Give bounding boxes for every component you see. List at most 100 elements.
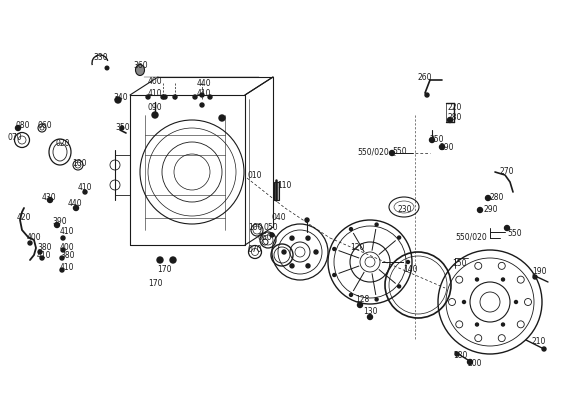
Circle shape — [501, 323, 504, 326]
Circle shape — [306, 236, 310, 240]
Circle shape — [349, 294, 353, 296]
Text: 080: 080 — [15, 120, 29, 130]
Text: 410: 410 — [60, 264, 75, 272]
Text: 430: 430 — [42, 192, 57, 202]
Text: 060: 060 — [37, 120, 52, 130]
Circle shape — [120, 126, 124, 130]
Circle shape — [28, 241, 32, 245]
Circle shape — [163, 95, 167, 99]
Text: 070: 070 — [8, 134, 23, 142]
Text: 550: 550 — [392, 148, 406, 156]
Text: 010: 010 — [248, 170, 263, 180]
Circle shape — [486, 196, 491, 200]
Circle shape — [270, 233, 274, 237]
Circle shape — [504, 226, 509, 230]
Text: 020: 020 — [55, 138, 70, 148]
Circle shape — [306, 264, 310, 268]
Circle shape — [48, 198, 53, 202]
Circle shape — [290, 264, 294, 268]
Text: 390: 390 — [52, 218, 67, 226]
Circle shape — [15, 126, 20, 130]
Circle shape — [425, 93, 429, 97]
Text: 400: 400 — [27, 232, 42, 242]
Text: 260: 260 — [418, 74, 432, 82]
Circle shape — [406, 260, 409, 264]
Circle shape — [105, 66, 109, 70]
Circle shape — [375, 223, 378, 226]
Text: 440: 440 — [68, 198, 83, 208]
Text: 280: 280 — [447, 114, 461, 122]
Text: 330: 330 — [93, 52, 108, 62]
Circle shape — [448, 118, 452, 122]
Text: 270: 270 — [500, 168, 514, 176]
Circle shape — [358, 302, 362, 308]
Text: 410: 410 — [78, 184, 92, 192]
Text: 380: 380 — [60, 250, 75, 260]
Text: 410: 410 — [148, 88, 162, 98]
Circle shape — [61, 248, 65, 252]
Text: 200: 200 — [468, 358, 482, 368]
Circle shape — [397, 236, 401, 239]
Circle shape — [83, 190, 87, 194]
Text: 400: 400 — [148, 78, 162, 86]
Circle shape — [40, 256, 44, 260]
Text: 170: 170 — [148, 278, 162, 288]
Circle shape — [333, 274, 336, 276]
Circle shape — [60, 256, 64, 260]
Text: 550: 550 — [507, 228, 522, 238]
Circle shape — [440, 144, 444, 150]
Text: 060: 060 — [258, 234, 273, 242]
Text: 040: 040 — [272, 214, 286, 222]
Bar — [274, 182, 279, 200]
Circle shape — [375, 298, 378, 301]
Text: 250: 250 — [430, 136, 444, 144]
Circle shape — [475, 323, 478, 326]
Ellipse shape — [135, 64, 144, 76]
Text: 410: 410 — [37, 250, 52, 260]
Text: 100: 100 — [248, 224, 263, 232]
Circle shape — [61, 236, 65, 240]
Text: 150: 150 — [452, 258, 466, 268]
Text: 120: 120 — [350, 244, 365, 252]
Circle shape — [397, 285, 401, 288]
Circle shape — [282, 250, 286, 254]
Circle shape — [157, 257, 163, 263]
Text: 410: 410 — [60, 228, 75, 236]
Text: 380: 380 — [37, 242, 52, 252]
Circle shape — [430, 138, 435, 142]
Circle shape — [314, 250, 318, 254]
Text: 220: 220 — [447, 102, 461, 112]
Text: 360: 360 — [133, 60, 148, 70]
Circle shape — [478, 208, 482, 212]
Circle shape — [219, 115, 225, 121]
Circle shape — [152, 112, 158, 118]
Text: 110: 110 — [277, 180, 291, 190]
Text: 050: 050 — [263, 224, 278, 232]
Text: 130: 130 — [363, 308, 378, 316]
Circle shape — [455, 352, 459, 356]
Text: 190: 190 — [532, 268, 547, 276]
Text: 550/020: 550/020 — [455, 232, 487, 242]
Circle shape — [533, 275, 537, 279]
Circle shape — [54, 222, 59, 228]
Circle shape — [514, 300, 517, 304]
Circle shape — [146, 95, 150, 99]
Text: 180: 180 — [453, 350, 468, 360]
Circle shape — [389, 150, 395, 156]
Text: 100: 100 — [72, 158, 87, 168]
Circle shape — [170, 257, 176, 263]
Text: 440: 440 — [197, 78, 212, 88]
Circle shape — [38, 250, 42, 254]
Circle shape — [542, 347, 546, 351]
Circle shape — [501, 278, 504, 281]
Circle shape — [193, 95, 197, 99]
Text: 420: 420 — [17, 214, 32, 222]
Text: 140: 140 — [403, 266, 418, 274]
Text: 400: 400 — [60, 244, 75, 252]
Circle shape — [115, 97, 121, 103]
Text: 350: 350 — [115, 124, 130, 132]
Circle shape — [290, 236, 294, 240]
Text: 290: 290 — [483, 206, 498, 214]
Circle shape — [208, 95, 212, 99]
Text: 090: 090 — [148, 104, 162, 112]
